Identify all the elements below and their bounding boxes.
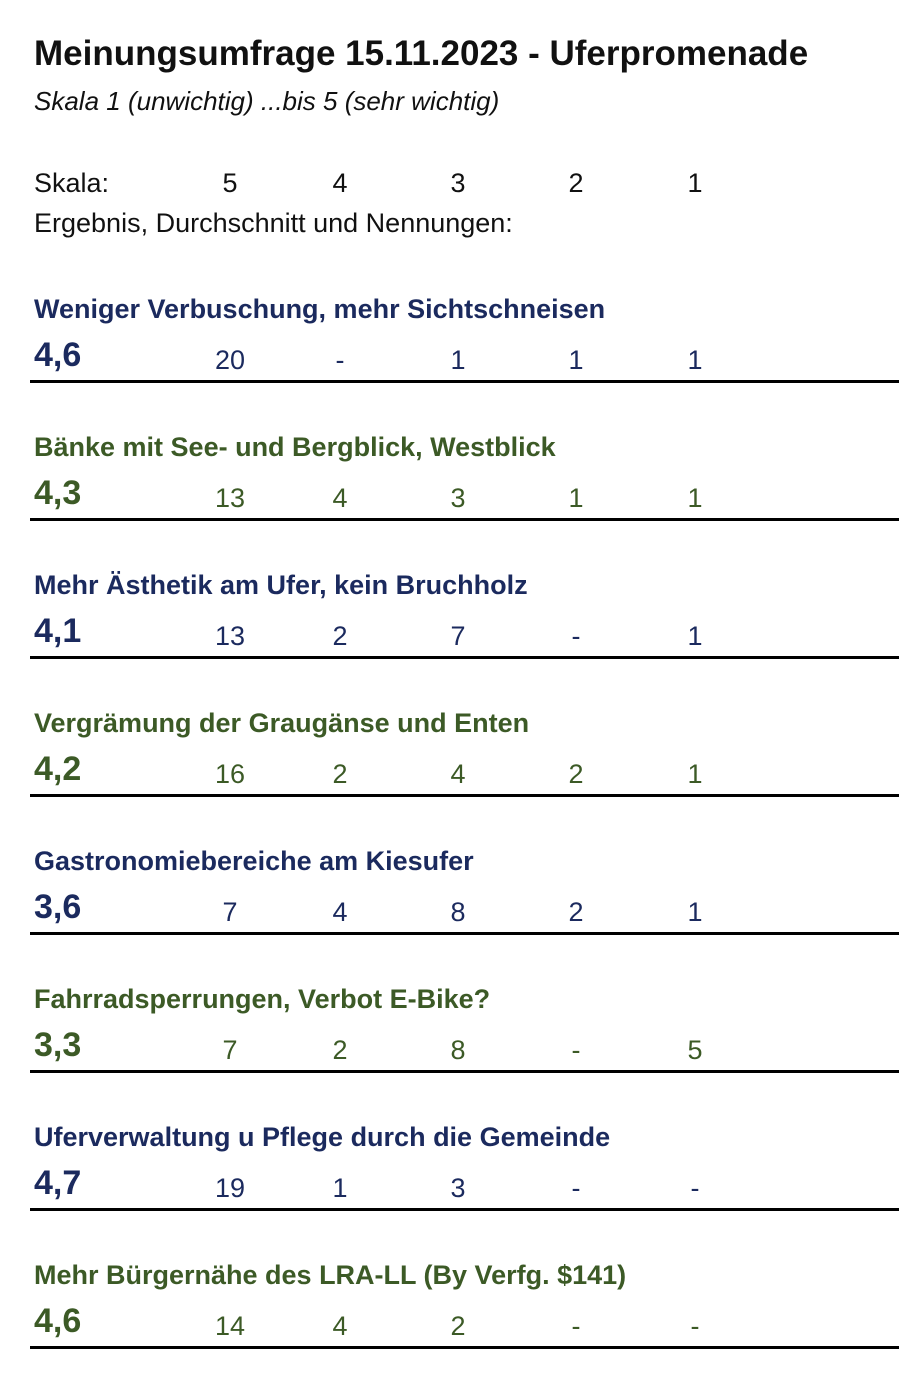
count-2: 2 <box>568 897 584 927</box>
count-2: - <box>571 1035 581 1065</box>
count-3: 8 <box>450 897 466 927</box>
item-label: Mehr Ästhetik am Ufer, kein Bruchholz <box>34 570 528 600</box>
count-5: 7 <box>222 897 238 927</box>
divider <box>30 932 899 935</box>
count-2: 1 <box>568 345 584 375</box>
count-5: 13 <box>214 483 246 513</box>
count-3: 7 <box>450 621 466 651</box>
count-4: 2 <box>332 1035 348 1065</box>
count-5: 19 <box>214 1173 246 1203</box>
count-3: 3 <box>450 1173 466 1203</box>
item-label: Vergrämung der Graugänse und Enten <box>34 708 530 738</box>
divider <box>30 1070 899 1073</box>
item-counts: 7 4 8 2 1 <box>0 897 899 931</box>
count-1: 1 <box>687 483 703 513</box>
divider <box>30 1208 899 1211</box>
count-1: 1 <box>687 897 703 927</box>
survey-item: Mehr Bürgernähe des LRA-LL (By Verfg. $1… <box>0 1246 899 1384</box>
item-average: 4,2 <box>34 750 82 788</box>
count-5: 13 <box>214 621 246 651</box>
survey-item: Gastronomiebereiche am Kiesufer 3,6 7 4 … <box>0 832 899 970</box>
count-3: 3 <box>450 483 466 513</box>
item-average: 4,6 <box>34 336 82 374</box>
count-5: 16 <box>214 759 246 789</box>
item-label: Uferverwaltung u Pflege durch die Gemein… <box>34 1122 611 1152</box>
survey-item: Bänke mit See- und Bergblick, Westblick … <box>0 418 899 556</box>
count-1: 1 <box>687 759 703 789</box>
count-5: 14 <box>214 1311 246 1341</box>
count-3: 8 <box>450 1035 466 1065</box>
count-1: 1 <box>687 345 703 375</box>
item-average: 4,1 <box>34 612 82 650</box>
survey-item: Weniger Verbuschung, mehr Sichtschneisen… <box>0 280 899 418</box>
item-label: Fahrradsperrungen, Verbot E-Bike? <box>34 984 491 1014</box>
item-average: 4,6 <box>34 1302 82 1340</box>
count-2: - <box>571 621 581 651</box>
scale-value-3: 3 <box>450 168 466 198</box>
survey-item: Mehr Ästhetik am Ufer, kein Bruchholz 4,… <box>0 556 899 694</box>
divider <box>30 656 899 659</box>
scale-row: Skala: 5 4 3 2 1 <box>0 168 899 202</box>
count-1: 1 <box>687 621 703 651</box>
divider <box>30 1346 899 1349</box>
item-average: 3,6 <box>34 888 82 926</box>
item-counts: 13 4 3 1 1 <box>0 483 899 517</box>
item-counts: 13 2 7 - 1 <box>0 621 899 655</box>
item-average: 4,3 <box>34 474 82 512</box>
count-2: 1 <box>568 483 584 513</box>
divider <box>30 380 899 383</box>
count-1: - <box>690 1311 700 1341</box>
count-3: 4 <box>450 759 466 789</box>
result-label: Ergebnis, Durchschnitt und Nennungen: <box>34 208 513 238</box>
count-1: 5 <box>687 1035 703 1065</box>
divider <box>30 518 899 521</box>
count-4: 1 <box>332 1173 348 1203</box>
count-3: 1 <box>450 345 466 375</box>
item-counts: 7 2 8 - 5 <box>0 1035 899 1069</box>
survey-item: Uferverwaltung u Pflege durch die Gemein… <box>0 1108 899 1246</box>
count-4: - <box>335 345 345 375</box>
count-3: 2 <box>450 1311 466 1341</box>
scale-label: Skala: <box>34 168 110 198</box>
count-1: - <box>690 1173 700 1203</box>
item-label: Weniger Verbuschung, mehr Sichtschneisen <box>34 294 606 324</box>
item-label: Bänke mit See- und Bergblick, Westblick <box>34 432 556 462</box>
item-average: 3,3 <box>34 1026 82 1064</box>
item-label: Mehr Bürgernähe des LRA-LL (By Verfg. $1… <box>34 1260 627 1290</box>
count-2: 2 <box>568 759 584 789</box>
item-counts: 14 4 2 - - <box>0 1311 899 1345</box>
scale-value-4: 4 <box>332 168 348 198</box>
survey-item: Vergrämung der Graugänse und Enten 4,2 1… <box>0 694 899 832</box>
count-4: 4 <box>332 897 348 927</box>
count-2: - <box>571 1173 581 1203</box>
count-4: 2 <box>332 621 348 651</box>
item-counts: 19 1 3 - - <box>0 1173 899 1207</box>
divider <box>30 794 899 797</box>
item-counts: 20 - 1 1 1 <box>0 345 899 379</box>
count-5: 7 <box>222 1035 238 1065</box>
count-4: 4 <box>332 483 348 513</box>
scale-value-5: 5 <box>222 168 238 198</box>
page-title: Meinungsumfrage 15.11.2023 - Uferpromena… <box>34 34 809 73</box>
scale-value-1: 1 <box>687 168 703 198</box>
page-subtitle: Skala 1 (unwichtig) ...bis 5 (sehr wicht… <box>34 86 500 116</box>
item-counts: 16 2 4 2 1 <box>0 759 899 793</box>
item-average: 4,7 <box>34 1164 82 1202</box>
item-label: Gastronomiebereiche am Kiesufer <box>34 846 474 876</box>
count-5: 20 <box>214 345 246 375</box>
count-4: 2 <box>332 759 348 789</box>
scale-value-2: 2 <box>568 168 584 198</box>
count-4: 4 <box>332 1311 348 1341</box>
survey-item: Fahrradsperrungen, Verbot E-Bike? 3,3 7 … <box>0 970 899 1108</box>
count-2: - <box>571 1311 581 1341</box>
